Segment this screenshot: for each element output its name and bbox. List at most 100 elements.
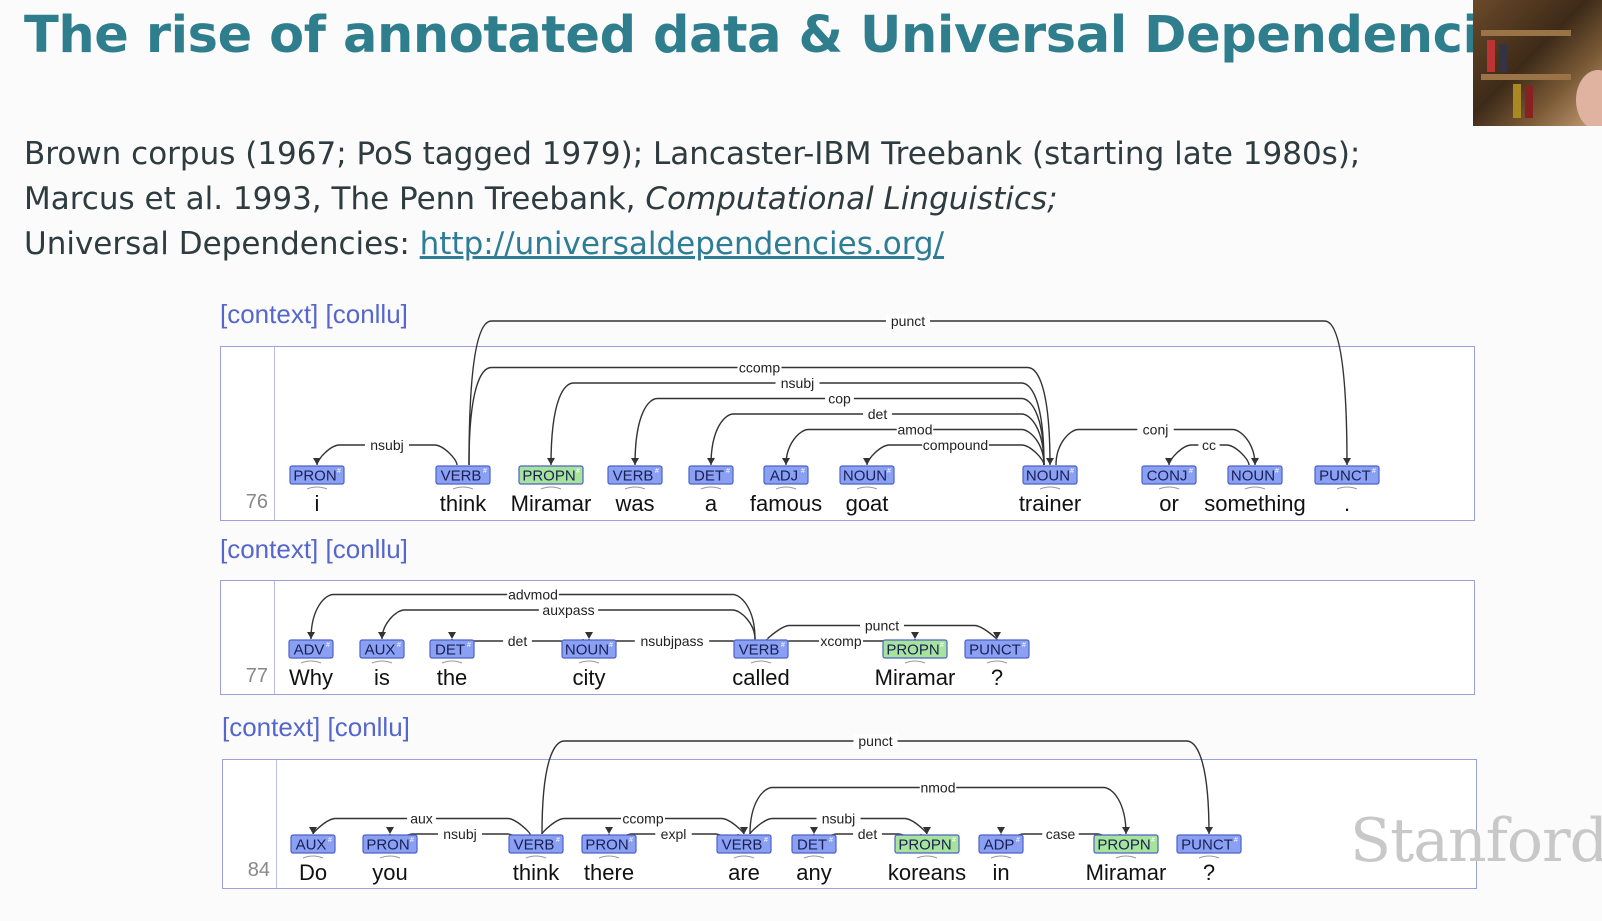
token-a[interactable]: DET # a bbox=[688, 465, 734, 516]
token-i[interactable]: PRON # i bbox=[289, 465, 345, 516]
arc-label-bg bbox=[621, 811, 665, 826]
arc-arrowhead bbox=[631, 458, 639, 465]
token-word: in bbox=[992, 860, 1009, 885]
token-called[interactable]: VERB # called bbox=[732, 639, 790, 690]
conllu-link[interactable]: [conllu] bbox=[325, 299, 408, 329]
pos-tag-box bbox=[763, 465, 809, 485]
token-koreans[interactable]: PROPN # koreans bbox=[888, 834, 966, 885]
arc-label: expl bbox=[661, 826, 687, 842]
token-word: the bbox=[437, 665, 468, 690]
context-link[interactable]: [context] bbox=[220, 534, 319, 564]
arc-label-bg bbox=[863, 407, 892, 421]
pos-tag-box bbox=[964, 639, 1030, 659]
tag-brace bbox=[990, 855, 1012, 859]
arc-label-bg bbox=[886, 314, 930, 328]
pos-tag-label: NOUN bbox=[1026, 468, 1070, 485]
token-question-mark[interactable]: PUNCT #? bbox=[1176, 834, 1242, 885]
feature-marker: # bbox=[397, 642, 401, 649]
arc-label: nsubj bbox=[781, 375, 814, 391]
conllu-link[interactable]: [conllu] bbox=[325, 534, 408, 564]
sentence-76-links: [context] [conllu] bbox=[220, 299, 408, 330]
tag-brace bbox=[1158, 486, 1180, 490]
arc-arrowhead bbox=[740, 827, 748, 834]
webcam-video-thumbnail bbox=[1473, 0, 1602, 126]
token-question-mark[interactable]: PUNCT #? bbox=[964, 639, 1030, 690]
feature-marker: # bbox=[1022, 642, 1026, 649]
token-think[interactable]: VERB # think bbox=[508, 834, 564, 885]
token-was[interactable]: VERB # was bbox=[607, 465, 663, 516]
ud-website-link[interactable]: http://universaldependencies.org/ bbox=[419, 226, 945, 262]
arc-arrowhead bbox=[585, 632, 593, 639]
pos-tag-box bbox=[435, 465, 491, 485]
arc-arrowhead bbox=[993, 632, 1001, 639]
token-think[interactable]: VERB # think bbox=[435, 465, 491, 516]
feature-marker: # bbox=[726, 468, 730, 475]
token-are[interactable]: VERB # are bbox=[716, 834, 772, 885]
token-goat[interactable]: NOUN # goat bbox=[839, 465, 895, 516]
pos-tag-box bbox=[978, 834, 1024, 854]
pos-tag-label: VERB bbox=[441, 468, 482, 485]
dependency-arc-nsubj: nsubj bbox=[749, 811, 931, 835]
arc-label-bg bbox=[438, 827, 482, 841]
token-is[interactable]: AUX # is bbox=[359, 639, 405, 690]
token-there[interactable]: PRON # there bbox=[581, 834, 637, 885]
dependency-arc-advmod: advmod bbox=[307, 587, 756, 640]
token-any[interactable]: DET # any bbox=[791, 834, 837, 885]
pos-tag-label: ADV bbox=[294, 642, 325, 659]
sentence-number-text: 84 bbox=[247, 859, 270, 881]
token-period[interactable]: PUNCT #. bbox=[1314, 465, 1380, 516]
token-word: trainer bbox=[1019, 491, 1081, 516]
arc-arrowhead bbox=[997, 827, 1005, 834]
context-link[interactable]: [context] bbox=[222, 712, 321, 742]
sentence-84-tree-panel: 84 aux nsubj punct ccomp expl nsubj det nmod cas… bbox=[222, 733, 1477, 889]
token-miramar[interactable]: PROPN # Miramar bbox=[875, 639, 956, 690]
pos-tag-box bbox=[1314, 465, 1380, 485]
token-do[interactable]: AUX # Do bbox=[290, 834, 336, 885]
pos-tag-label: PROPN bbox=[1097, 837, 1150, 854]
tag-brace bbox=[700, 486, 722, 490]
token-city[interactable]: NOUN # city bbox=[561, 639, 617, 690]
token-or[interactable]: CONJ # or bbox=[1141, 465, 1197, 516]
conllu-link[interactable]: [conllu] bbox=[327, 712, 410, 742]
tag-brace bbox=[525, 855, 547, 859]
arc-arrowhead bbox=[1122, 827, 1130, 834]
dependency-arc-cop: cop bbox=[631, 391, 1045, 466]
arc-arrowhead bbox=[605, 827, 613, 834]
token-miramar[interactable]: PROPN # Miramar bbox=[1086, 834, 1167, 885]
token-the[interactable]: DET # the bbox=[429, 639, 475, 690]
sentence-number: 76 bbox=[221, 347, 275, 520]
token-in[interactable]: ADP # in bbox=[978, 834, 1024, 885]
arc-label: aux bbox=[410, 811, 433, 827]
token-miramar[interactable]: PROPN # Miramar bbox=[511, 465, 592, 516]
feature-marker: # bbox=[467, 642, 471, 649]
arc-label: case bbox=[1046, 826, 1076, 842]
tag-brace bbox=[1115, 855, 1137, 859]
arc-label: nmod bbox=[920, 780, 955, 796]
token-word: koreans bbox=[888, 860, 966, 885]
token-word: city bbox=[573, 665, 606, 690]
intro-line-2-text: Marcus et al. 1993, The Penn Treebank, bbox=[24, 181, 646, 217]
sentence-number: 84 bbox=[223, 760, 277, 888]
presenter-face bbox=[1576, 70, 1602, 126]
token-trainer[interactable]: NOUN # trainer bbox=[1019, 465, 1081, 516]
feature-marker: # bbox=[410, 837, 414, 844]
tag-brace bbox=[578, 660, 600, 664]
arc-label: nsubj bbox=[822, 811, 855, 827]
arc-label: auxpass bbox=[542, 602, 594, 618]
arc-label-bg bbox=[896, 422, 934, 437]
token-you[interactable]: PRON # you bbox=[362, 834, 418, 885]
token-something[interactable]: NOUN # something bbox=[1204, 465, 1306, 516]
feature-marker: # bbox=[483, 468, 487, 475]
context-link[interactable]: [context] bbox=[220, 299, 319, 329]
pos-tag-box bbox=[288, 639, 334, 659]
token-famous[interactable]: ADJ # famous bbox=[750, 465, 822, 516]
dependency-arc-det: det bbox=[707, 406, 1045, 466]
arc-label-bg bbox=[860, 618, 904, 633]
arc-label-bg bbox=[737, 360, 782, 375]
token-word: was bbox=[614, 491, 654, 516]
tag-brace bbox=[986, 660, 1008, 664]
pos-tag-box bbox=[1176, 834, 1242, 854]
token-why[interactable]: ADV # Why bbox=[288, 639, 334, 690]
